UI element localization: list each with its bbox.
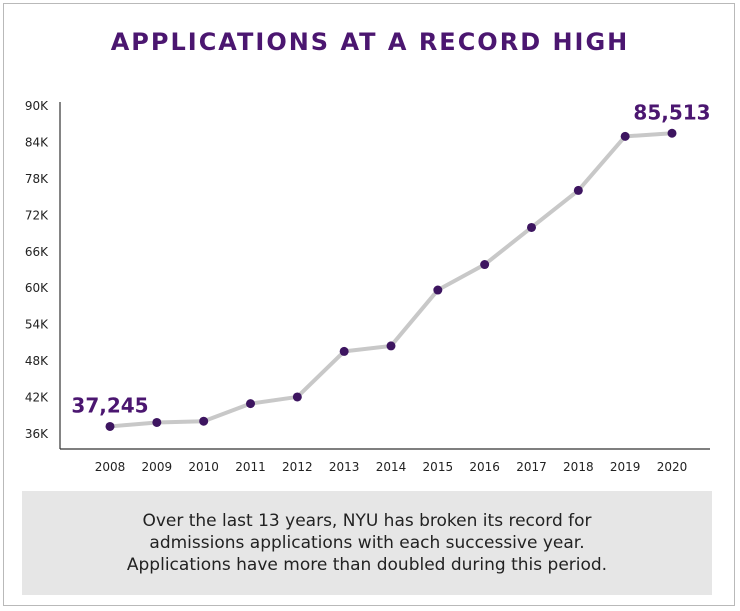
summary-note-box: Over the last 13 years, NYU has broken i… (22, 491, 712, 595)
summary-note-line-2: admissions applications with each succes… (149, 533, 585, 553)
data-point (246, 399, 255, 409)
x-tick-label: 2012 (282, 460, 313, 474)
data-point (386, 341, 396, 351)
y-tick-label: 36K (25, 427, 49, 441)
x-tick-label: 2010 (188, 460, 219, 474)
data-point (339, 346, 349, 356)
x-tick-label: 2015 (423, 460, 454, 474)
data-point (667, 128, 677, 138)
data-point (105, 421, 115, 431)
y-tick-label: 54K (25, 318, 49, 332)
y-tick-label: 78K (25, 172, 49, 186)
data-point (433, 285, 443, 295)
summary-note-text: Over the last 13 years, NYU has broken i… (87, 510, 647, 576)
data-label: 85,513 (633, 100, 710, 124)
series-line (108, 131, 674, 429)
y-tick-label: 66K (25, 245, 49, 259)
x-tick-label: 2018 (563, 460, 594, 474)
data-point (480, 260, 490, 270)
data-label: 37,245 (71, 393, 148, 417)
data-point (292, 392, 302, 402)
data-point (573, 185, 583, 195)
data-point (527, 222, 536, 232)
x-tick-label: 2014 (376, 460, 407, 474)
y-tick-label: 72K (25, 208, 49, 222)
x-tick-label: 2016 (469, 460, 500, 474)
y-tick-label: 60K (25, 281, 49, 295)
x-tick-label: 2008 (95, 460, 126, 474)
x-tick-label: 2013 (329, 460, 360, 474)
x-tick-label: 2009 (142, 460, 173, 474)
summary-note-line-1: Over the last 13 years, NYU has broken i… (142, 511, 592, 531)
data-point (152, 417, 162, 427)
y-tick-label: 84K (25, 135, 49, 149)
data-point (199, 416, 209, 426)
x-tick-label: 2019 (610, 460, 641, 474)
x-tick-label: 2020 (657, 460, 688, 474)
x-tick-label: 2017 (516, 460, 547, 474)
chart-title: APPLICATIONS AT A RECORD HIGH (110, 28, 630, 56)
y-tick-label: 42K (25, 391, 49, 405)
x-tick-label: 2011 (235, 460, 266, 474)
y-tick-label: 90K (25, 99, 49, 113)
y-tick-label: 48K (25, 354, 49, 368)
data-point (620, 131, 630, 141)
summary-note-line-3: Applications have more than doubled duri… (126, 555, 608, 575)
